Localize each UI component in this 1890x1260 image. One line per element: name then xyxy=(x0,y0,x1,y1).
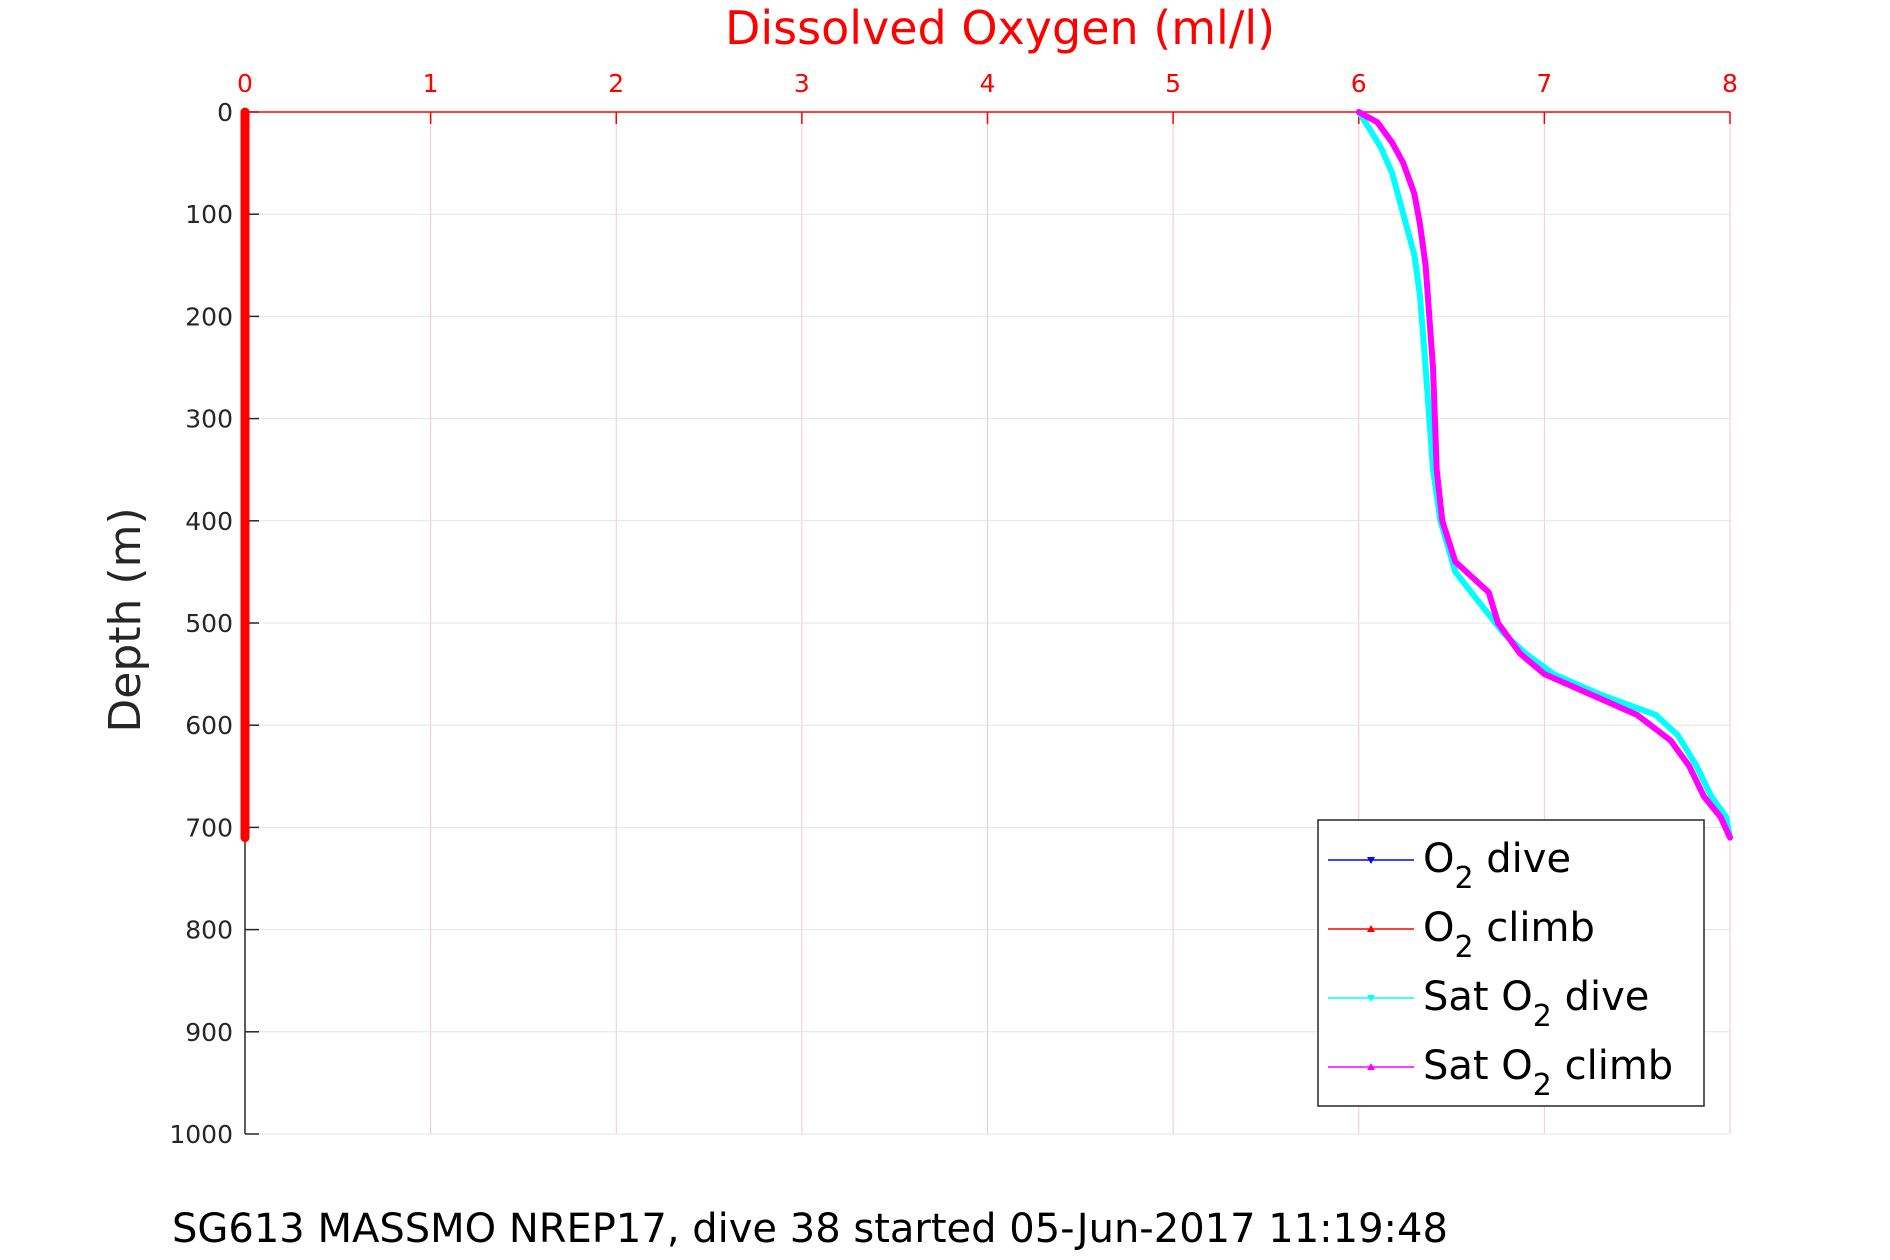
y-tick-labels: 0 100 200 300 400 500 600 700 800 900 1000 xyxy=(169,98,233,1149)
series-line-2 xyxy=(1355,109,1733,841)
y-tick-label: 300 xyxy=(185,405,233,434)
x-tick-label: 7 xyxy=(1536,69,1552,98)
x-tick-label: 1 xyxy=(423,69,439,98)
x-tick-label: 5 xyxy=(1165,69,1181,98)
legend-marker xyxy=(1367,1063,1375,1070)
x-tick-label: 3 xyxy=(794,69,810,98)
series-group xyxy=(240,107,1733,843)
x-tick-label: 2 xyxy=(608,69,624,98)
legend: O2 dive O2 climb Sat O2 dive Sat O2 climb xyxy=(1317,819,1705,1107)
y-tick-label: 900 xyxy=(185,1018,233,1047)
y-tick-label: 200 xyxy=(185,302,233,331)
legend-label: O2 dive xyxy=(1423,836,1571,896)
x-tick-label: 8 xyxy=(1722,69,1738,98)
grid xyxy=(244,111,1731,1135)
chart-title: Dissolved Oxygen (ml/l) xyxy=(725,1,1275,55)
legend-marker xyxy=(1367,995,1375,1002)
legend-label: Sat O2 dive xyxy=(1423,974,1649,1034)
legend-marker xyxy=(1367,857,1375,864)
y-tick-label: 700 xyxy=(185,813,233,842)
y-tick-label: 500 xyxy=(185,609,233,638)
y-tick-label: 1000 xyxy=(169,1120,233,1149)
legend-label: O2 climb xyxy=(1423,905,1595,965)
x-tick-label: 0 xyxy=(237,69,253,98)
y-tick-label: 400 xyxy=(185,507,233,536)
y-tick-label: 100 xyxy=(185,200,233,229)
series-line-3 xyxy=(1355,109,1733,841)
y-tick-label: 0 xyxy=(217,98,233,127)
x-tick-label: 6 xyxy=(1351,69,1367,98)
x-tick-labels: 0 1 2 3 4 5 6 7 8 xyxy=(237,69,1738,98)
y-tick-label: 800 xyxy=(185,916,233,945)
y-axis-label: Depth (m) xyxy=(100,507,151,732)
y-tick-label: 600 xyxy=(185,711,233,740)
chart-caption: SG613 MASSMO NREP17, dive 38 started 05-… xyxy=(172,1206,1448,1252)
legend-label: Sat O2 climb xyxy=(1423,1043,1673,1103)
x-tick-label: 4 xyxy=(980,69,996,98)
legend-marker xyxy=(1367,925,1375,932)
legend-box xyxy=(1317,819,1705,1107)
